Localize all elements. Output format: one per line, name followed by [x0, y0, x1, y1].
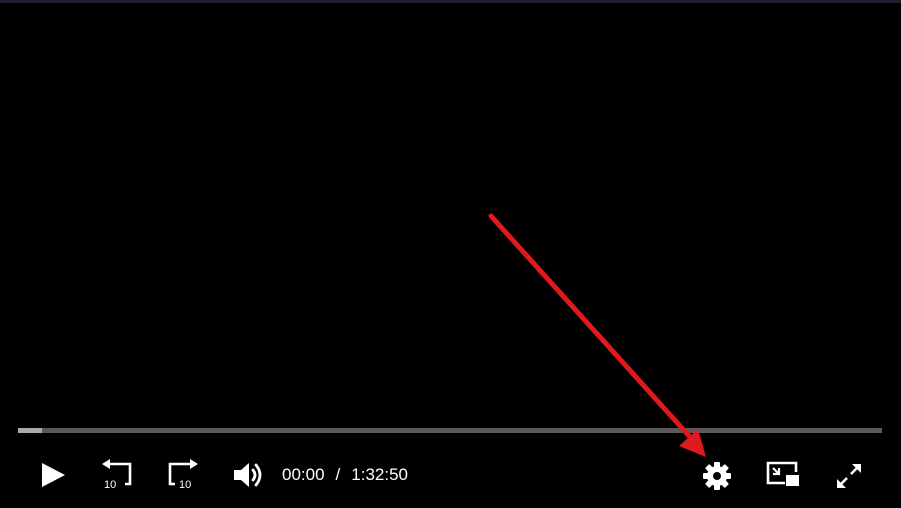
time-display: 00:00 / 1:32:50 [282, 464, 408, 486]
forward-10-icon: 10 [168, 459, 198, 491]
rewind-10-icon: 10 [102, 459, 132, 491]
current-time: 00:00 [282, 465, 325, 484]
fullscreen-icon [837, 464, 861, 488]
progress-bar[interactable] [18, 428, 882, 433]
progress-buffered [18, 428, 43, 433]
fullscreen-button[interactable] [834, 461, 864, 491]
time-separator: / [335, 465, 341, 484]
volume-icon [234, 463, 262, 487]
picture-in-picture-icon [766, 461, 799, 486]
rewind-seconds-label: 10 [104, 479, 116, 491]
gear-icon [703, 462, 731, 490]
video-area[interactable] [0, 3, 901, 508]
pip-button[interactable] [765, 460, 801, 490]
play-button[interactable] [38, 460, 68, 490]
forward-seconds-label: 10 [179, 479, 191, 491]
volume-button[interactable] [232, 460, 266, 490]
play-icon [42, 463, 65, 487]
settings-button[interactable] [701, 460, 733, 492]
forward-10-button[interactable]: 10 [166, 459, 200, 491]
duration: 1:32:50 [351, 465, 409, 484]
window-top-border [0, 0, 901, 3]
rewind-10-button[interactable]: 10 [100, 459, 134, 491]
